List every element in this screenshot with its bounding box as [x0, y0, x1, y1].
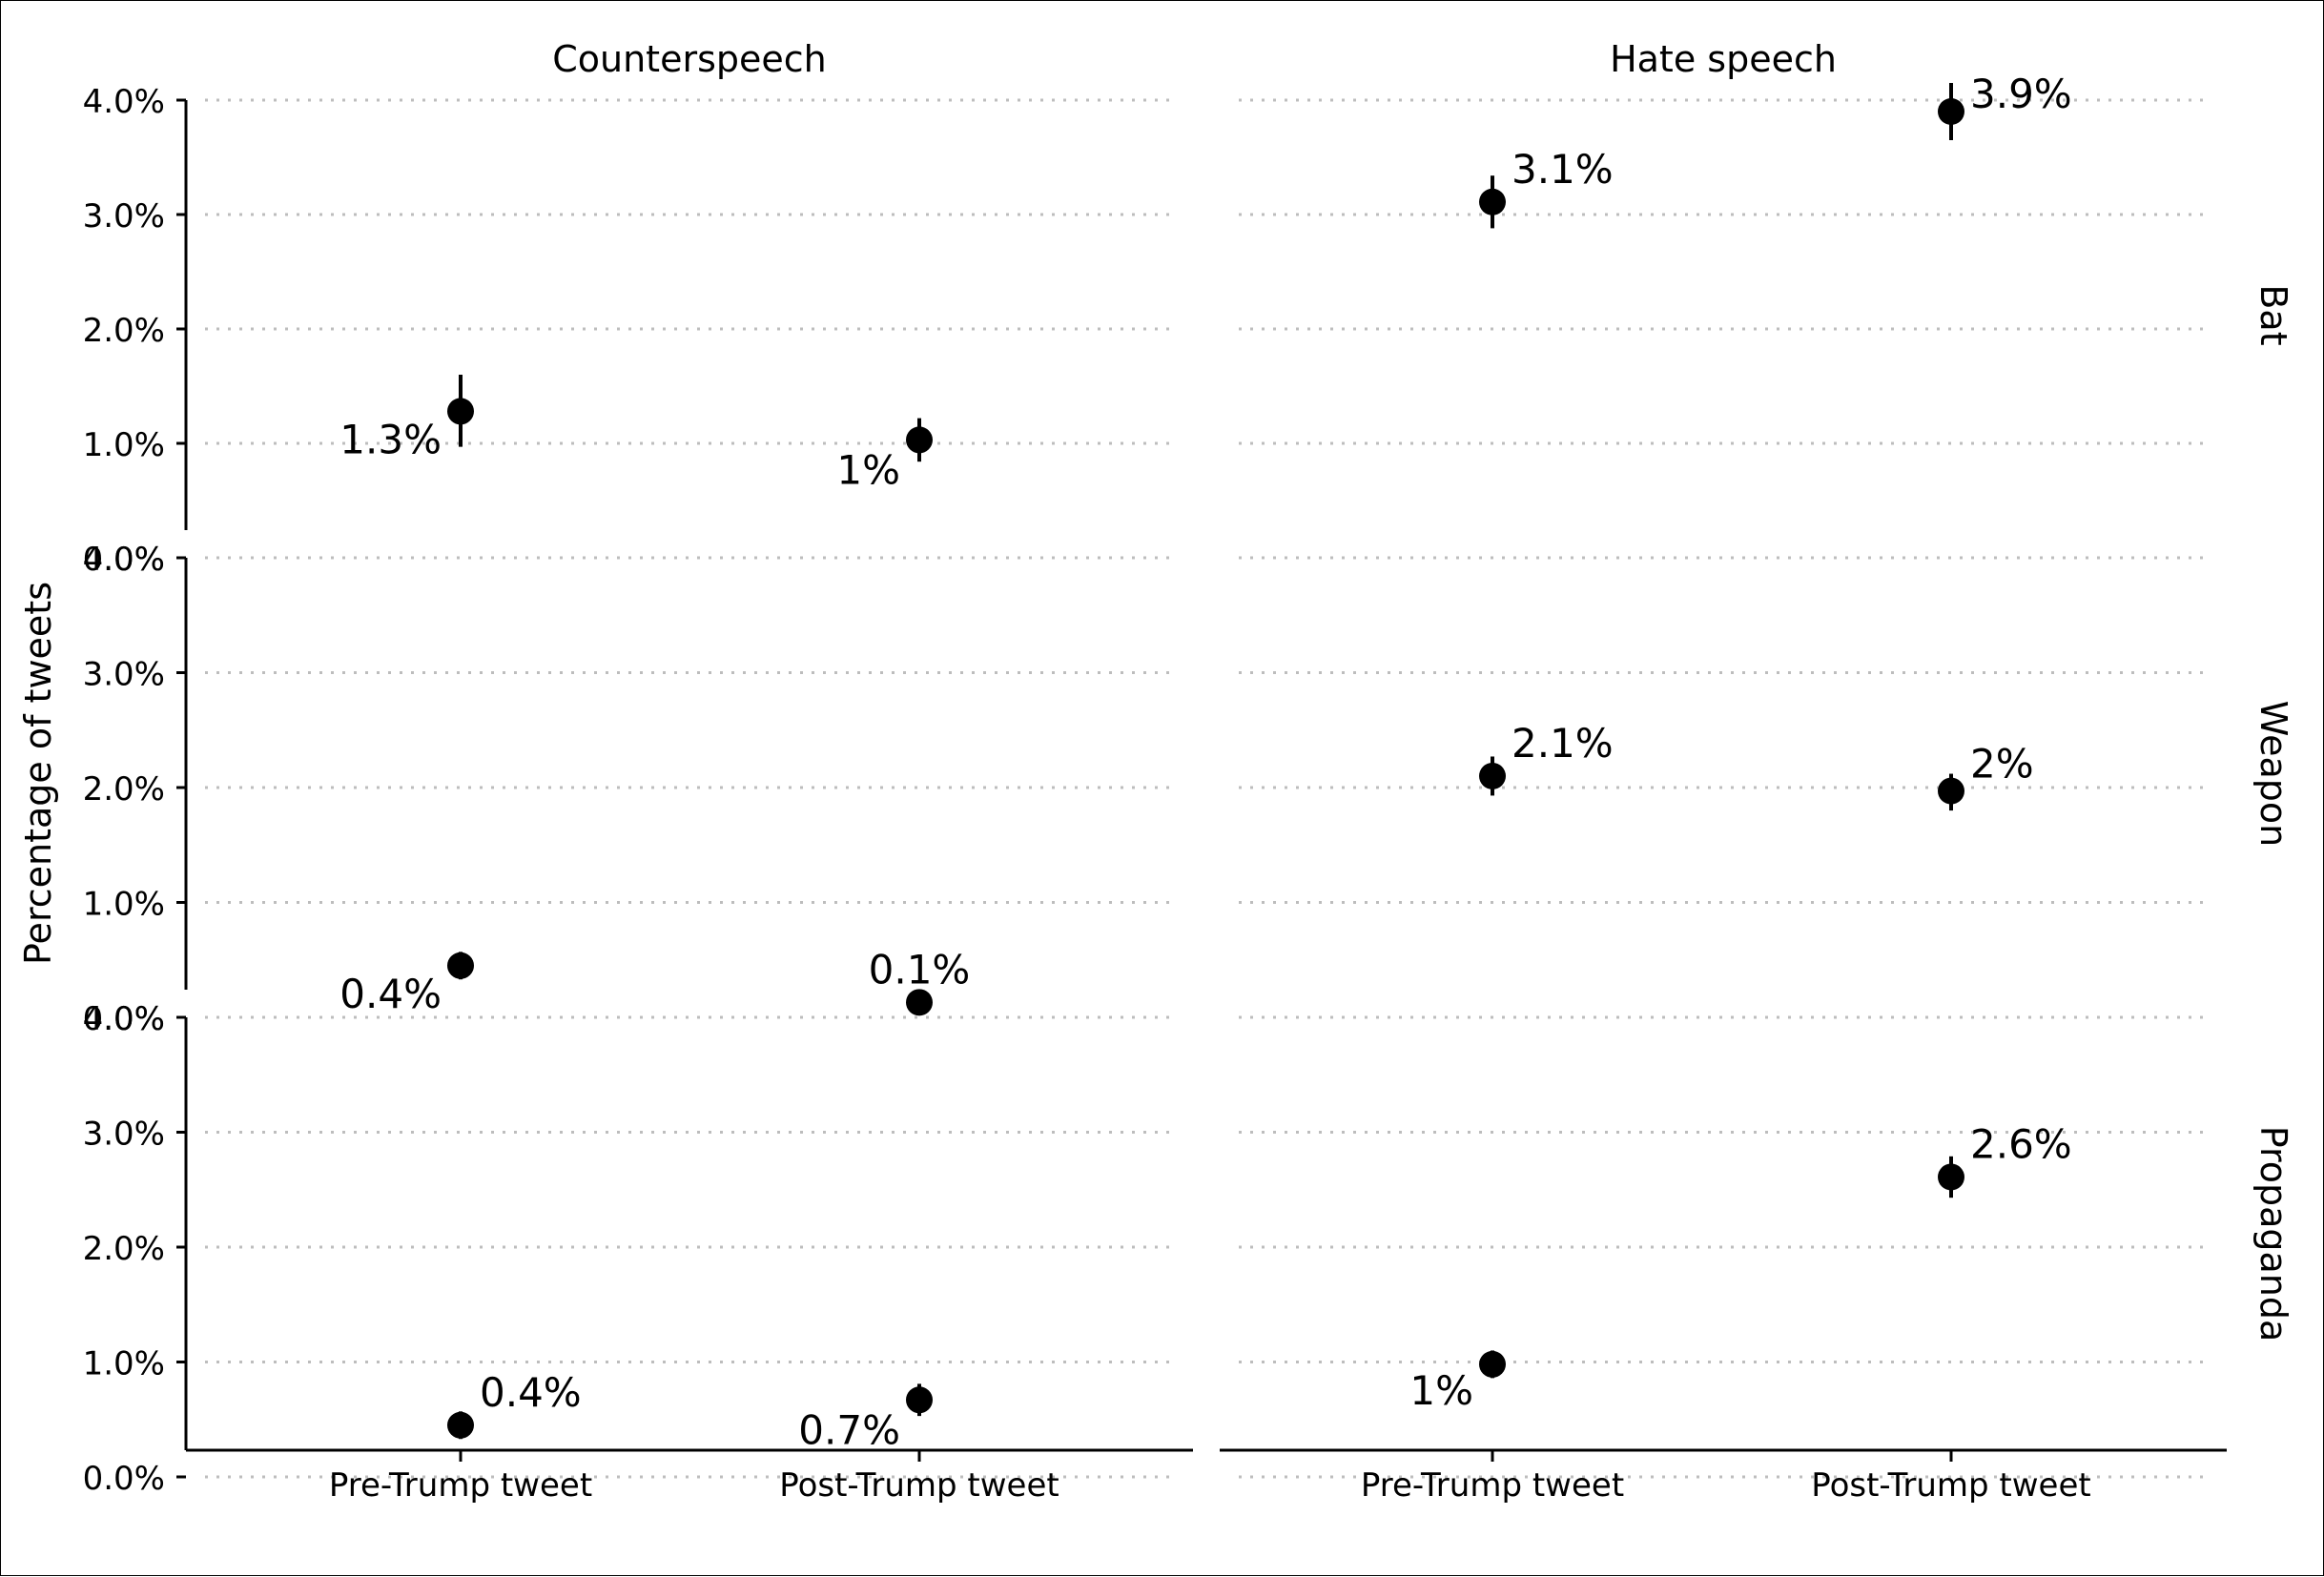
data-label: 1%: [836, 446, 900, 493]
y-tick-label: 4.0%: [83, 1000, 165, 1038]
y-tick-label: 0.0%: [83, 541, 165, 579]
data-point: [1479, 188, 1506, 215]
data-label: 1%: [1409, 1367, 1473, 1414]
data-point: [1938, 777, 1964, 805]
data-point: [906, 989, 933, 1016]
data-point: [906, 426, 933, 454]
facet-title-counterspeech: Counterspeech: [552, 38, 827, 80]
x-tick-label: Post-Trump tweet: [1811, 1466, 2090, 1505]
data-label: 1.3%: [339, 416, 442, 462]
y-tick-label: 2.0%: [83, 1230, 165, 1268]
data-label: 3.1%: [1512, 146, 1614, 193]
x-tick-label: Pre-Trump tweet: [329, 1466, 592, 1505]
data-label: 0.4%: [480, 1369, 582, 1416]
y-tick-label: 1.0%: [83, 426, 165, 464]
x-tick-label: Post-Trump tweet: [779, 1466, 1059, 1505]
y-tick-label: 3.0%: [83, 1116, 165, 1154]
y-tick-label: 1.0%: [83, 886, 165, 924]
data-point: [447, 1411, 474, 1439]
data-point: [1479, 1350, 1506, 1378]
y-tick-label: 2.0%: [83, 312, 165, 350]
y-tick-label: 4.0%: [83, 541, 165, 579]
facet-row-label-weapon: Weapon: [2252, 701, 2294, 847]
y-tick-label: 2.0%: [83, 770, 165, 809]
data-label: 2.6%: [1970, 1120, 2072, 1167]
data-label: 0.1%: [869, 946, 971, 993]
facet-row-label-propaganda: Propaganda: [2252, 1126, 2294, 1342]
y-tick-label: 3.0%: [83, 197, 165, 236]
data-point: [1938, 1163, 1964, 1191]
y-tick-label: 1.0%: [83, 1345, 165, 1383]
data-label: 2.1%: [1512, 720, 1614, 767]
y-tick-label: 3.0%: [83, 656, 165, 694]
facet-row-label-bat: Bat: [2252, 284, 2294, 345]
y-axis-label: Percentage of tweets: [17, 582, 59, 965]
data-label: 0.4%: [339, 971, 442, 1017]
y-tick-label: 4.0%: [83, 83, 165, 121]
data-point: [1938, 98, 1964, 125]
data-point: [1479, 762, 1506, 789]
data-label: 0.7%: [798, 1406, 900, 1453]
data-label: 2%: [1970, 741, 2034, 788]
x-tick-label: Pre-Trump tweet: [1361, 1466, 1624, 1505]
data-point: [906, 1386, 933, 1414]
data-point: [447, 952, 474, 979]
data-label: 3.9%: [1970, 71, 2072, 117]
y-tick-label: 0.0%: [83, 1000, 165, 1038]
data-point: [447, 398, 474, 425]
facet-title-hate-speech: Hate speech: [1610, 38, 1837, 80]
y-tick-label: 0.0%: [83, 1460, 165, 1498]
